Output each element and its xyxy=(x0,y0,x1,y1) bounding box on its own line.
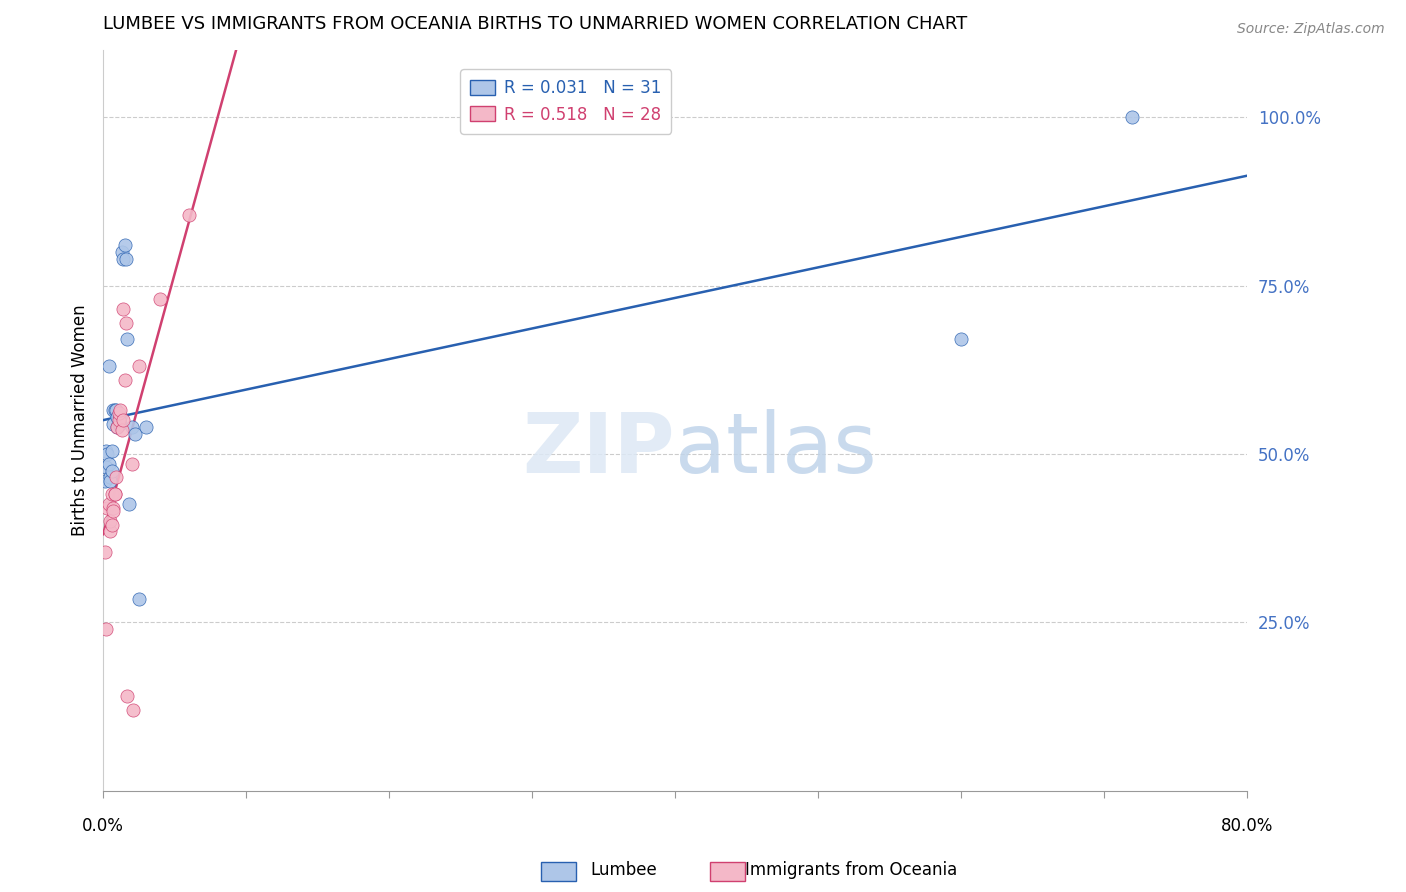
Point xyxy=(949,333,972,347)
Point xyxy=(117,690,139,704)
Point xyxy=(97,497,120,511)
Point xyxy=(110,403,132,417)
Point xyxy=(100,517,122,532)
Point xyxy=(103,487,125,501)
Point xyxy=(1121,110,1143,124)
Point xyxy=(111,244,134,259)
Point xyxy=(177,208,200,222)
Text: Lumbee: Lumbee xyxy=(591,861,657,879)
Point xyxy=(104,403,127,417)
Text: Source: ZipAtlas.com: Source: ZipAtlas.com xyxy=(1237,22,1385,37)
Point xyxy=(112,302,135,317)
Point xyxy=(100,487,122,501)
Point xyxy=(104,470,127,484)
Point xyxy=(96,500,118,515)
Point xyxy=(94,443,117,458)
Point xyxy=(98,514,121,528)
Text: 80.0%: 80.0% xyxy=(1220,817,1272,836)
Point xyxy=(107,409,129,424)
Text: 0.0%: 0.0% xyxy=(82,817,124,836)
Point xyxy=(93,544,115,558)
Point xyxy=(110,417,132,431)
Point xyxy=(124,426,146,441)
Point xyxy=(135,420,157,434)
Point xyxy=(103,403,125,417)
Point xyxy=(103,487,125,501)
Point xyxy=(101,403,124,417)
Point xyxy=(115,316,138,330)
Point xyxy=(108,417,131,431)
Point xyxy=(107,420,129,434)
Point xyxy=(108,407,131,421)
Point xyxy=(111,423,134,437)
Point xyxy=(112,252,135,266)
Point xyxy=(128,359,150,374)
Point xyxy=(97,359,120,374)
Text: atlas: atlas xyxy=(675,409,876,491)
Point xyxy=(112,413,135,427)
Point xyxy=(98,524,121,539)
Legend: R = 0.031   N = 31, R = 0.518   N = 28: R = 0.031 N = 31, R = 0.518 N = 28 xyxy=(460,70,671,134)
Text: ZIP: ZIP xyxy=(523,409,675,491)
Point xyxy=(101,504,124,518)
Point xyxy=(98,474,121,488)
Point xyxy=(149,292,172,306)
Point xyxy=(96,447,118,461)
Point xyxy=(94,622,117,636)
Point xyxy=(100,443,122,458)
Text: LUMBEE VS IMMIGRANTS FROM OCEANIA BIRTHS TO UNMARRIED WOMEN CORRELATION CHART: LUMBEE VS IMMIGRANTS FROM OCEANIA BIRTHS… xyxy=(103,15,967,33)
Point xyxy=(94,460,117,475)
Point xyxy=(121,457,143,471)
Point xyxy=(114,238,136,252)
Point xyxy=(93,474,115,488)
Point xyxy=(128,591,150,606)
Point xyxy=(101,417,124,431)
Point xyxy=(114,373,136,387)
Point xyxy=(108,413,131,427)
Text: Immigrants from Oceania: Immigrants from Oceania xyxy=(745,861,957,879)
Point xyxy=(122,703,145,717)
Point xyxy=(101,500,124,515)
Point xyxy=(110,409,132,424)
Point xyxy=(117,333,139,347)
Point xyxy=(97,457,120,471)
Point xyxy=(121,420,143,434)
Y-axis label: Births to Unmarried Women: Births to Unmarried Women xyxy=(72,304,89,536)
Point xyxy=(118,497,141,511)
Point xyxy=(107,420,129,434)
Point xyxy=(100,464,122,478)
Point xyxy=(115,252,138,266)
Point xyxy=(98,470,121,484)
